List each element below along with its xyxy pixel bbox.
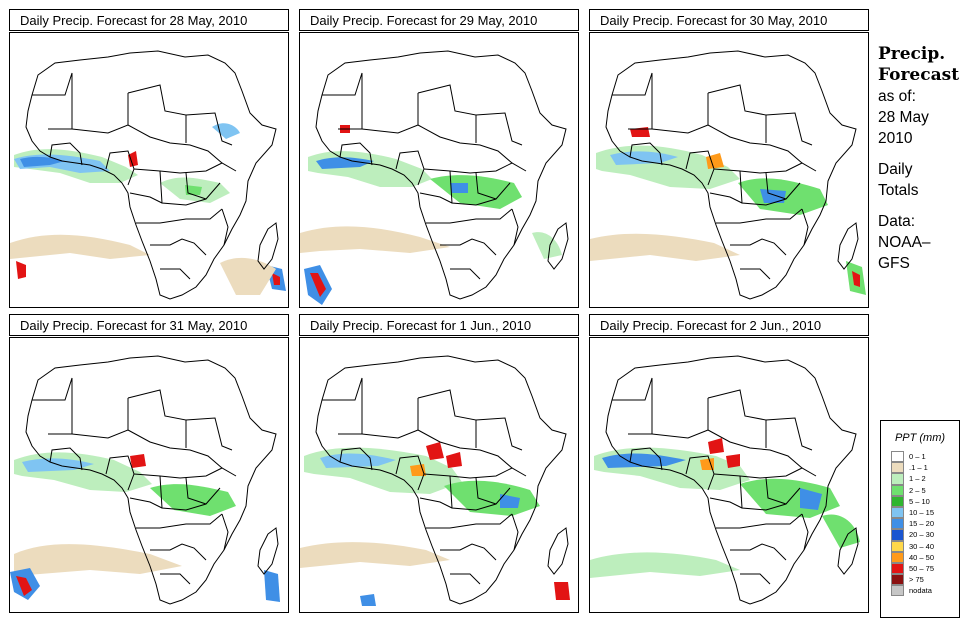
legend-label: > 75 <box>909 575 924 585</box>
legend-label: 5 – 10 <box>909 496 930 506</box>
legend-label: 20 – 30 <box>909 530 935 540</box>
legend-label: 10 – 15 <box>909 507 935 517</box>
legend-label: 1 – 2 <box>909 474 926 484</box>
legend-item: 50 – 75 <box>891 562 959 575</box>
data-source-line3: GFS <box>878 255 910 272</box>
panel-title: Daily Precip. Forecast for 2 Jun., 2010 <box>589 314 869 336</box>
legend-item: nodata <box>891 585 959 597</box>
legend-swatch <box>891 585 904 597</box>
legend-swatch <box>891 462 904 474</box>
legend-swatch <box>891 506 904 519</box>
totals-line1: Daily <box>878 161 913 178</box>
legend-swatch <box>891 574 904 586</box>
legend-swatch <box>891 529 904 541</box>
panel-title: Daily Precip. Forecast for 1 Jun., 2010 <box>299 314 579 336</box>
legend-swatch <box>891 540 904 552</box>
data-source-line2: NOAA– <box>878 234 931 251</box>
precip-map <box>589 32 869 308</box>
legend-item: 20 – 30 <box>891 529 959 541</box>
precip-map <box>589 337 869 613</box>
sidebar-title-line2: Forecast <box>878 65 960 85</box>
legend-label: 50 – 75 <box>909 563 935 573</box>
totals-line2: Totals <box>878 182 919 199</box>
legend-item: 5 – 10 <box>891 495 959 507</box>
panel-title: Daily Precip. Forecast for 30 May, 2010 <box>589 9 869 31</box>
asof-label: as of: <box>878 88 916 105</box>
legend-label: 0 – 1 <box>909 452 926 461</box>
legend-swatch <box>891 562 904 575</box>
precip-map <box>9 337 289 613</box>
precip-map <box>299 337 579 613</box>
precip-map <box>9 32 289 308</box>
legend-swatch <box>891 518 904 530</box>
legend-swatch <box>891 551 904 563</box>
sidebar-title-line1: Precip. <box>878 44 946 64</box>
legend-label: 40 – 50 <box>909 552 935 562</box>
legend-swatch <box>891 451 904 463</box>
legend-item: 15 – 20 <box>891 518 959 530</box>
legend-item: 30 – 40 <box>891 540 959 552</box>
legend-item: 0 – 1 <box>891 451 959 463</box>
legend-swatch <box>891 473 904 485</box>
panel-title: Daily Precip. Forecast for 28 May, 2010 <box>9 9 289 31</box>
legend-label: 30 – 40 <box>909 541 935 551</box>
legend-label: 15 – 20 <box>909 519 935 529</box>
precip-map <box>299 32 579 308</box>
legend-swatch <box>891 495 904 507</box>
asof-date-line2: 2010 <box>878 130 913 147</box>
legend-item: 1 – 2 <box>891 473 959 485</box>
legend-item: .1 – 1 <box>891 462 959 474</box>
forecast-info-sidebar: Precip. Forecast as of: 28 May 2010 Dail… <box>878 44 964 274</box>
asof-date-line1: 28 May <box>878 109 929 126</box>
legend-item: 2 – 5 <box>891 484 959 496</box>
legend-label: 2 – 5 <box>909 485 926 495</box>
legend-label: nodata <box>909 586 932 596</box>
panel-title: Daily Precip. Forecast for 31 May, 2010 <box>9 314 289 336</box>
legend-item: > 75 <box>891 574 959 586</box>
legend-label: .1 – 1 <box>909 463 928 473</box>
legend-item: 10 – 15 <box>891 506 959 519</box>
data-source-line1: Data: <box>878 213 916 230</box>
legend-item: 40 – 50 <box>891 551 959 563</box>
legend-title: PPT (mm) <box>894 432 946 444</box>
legend-swatch <box>891 484 904 496</box>
panel-title: Daily Precip. Forecast for 29 May, 2010 <box>299 9 579 31</box>
